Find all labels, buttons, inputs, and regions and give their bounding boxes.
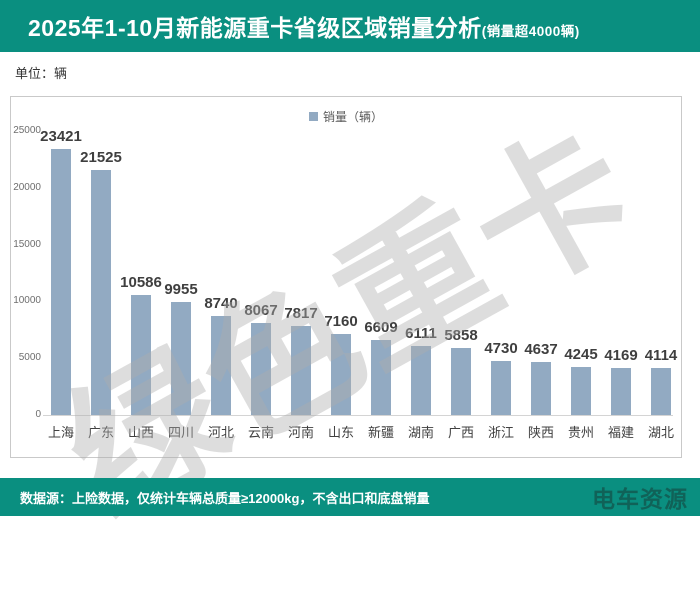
bar-value-label: 9955 — [164, 281, 198, 298]
bar-value-label: 7160 — [324, 313, 358, 330]
bar-value-label: 8067 — [244, 302, 278, 319]
x-axis-category-label: 四川 — [167, 425, 194, 440]
x-axis-line — [43, 415, 673, 416]
x-axis-category-label: 广东 — [87, 425, 114, 440]
bar-value-label: 21525 — [80, 149, 122, 166]
chart-panel: 销量（辆） 0 5000 10000 15000 20000 25000 23421 上海 2… — [10, 96, 682, 547]
page-title-text: 2025年1-10月新能源重卡省级区域销量分析 — [28, 15, 482, 41]
x-axis-category-label: 云南 — [247, 425, 274, 440]
y-axis-tick-label: 0 — [35, 409, 41, 420]
bar-value-label: 4730 — [484, 340, 518, 357]
data-source-note: 数据源：上险数据，仅统计车辆总质量≥12000kg，不含出口和底盘销量 — [20, 490, 430, 506]
x-axis-category-label: 河南 — [287, 425, 314, 440]
x-axis-category-label: 新疆 — [367, 425, 394, 440]
bar-value-label: 4169 — [604, 347, 638, 364]
bar-value-label: 7817 — [284, 305, 318, 322]
page-title: 2025年1-10月新能源重卡省级区域销量分析(销量超4000辆) — [28, 9, 580, 43]
brand-logo: 电车资源 — [592, 486, 688, 512]
x-axis-category-label: 山东 — [327, 425, 354, 440]
bar-河南 — [291, 326, 311, 415]
bar-河北 — [211, 316, 231, 415]
y-axis-tick-label: 20000 — [13, 181, 41, 193]
bar-湖北 — [651, 368, 671, 415]
bar-山东 — [331, 334, 351, 415]
bar-value-label: 4637 — [524, 341, 558, 358]
bar-福建 — [611, 368, 631, 415]
y-axis-tick-label: 25000 — [13, 125, 41, 136]
bar-value-label: 8740 — [204, 295, 238, 312]
y-axis-tick-label: 15000 — [13, 238, 41, 250]
legend-label: 销量（辆） — [322, 109, 383, 124]
sales-infographic: 2025年1-10月新能源重卡省级区域销量分析(销量超4000辆) 单位：辆 销… — [0, 0, 700, 547]
bar-value-label: 5858 — [444, 327, 478, 344]
x-axis-category-label: 广西 — [447, 425, 474, 440]
bar-广东 — [91, 170, 111, 415]
chart-legend: 销量（辆） — [11, 109, 681, 124]
bar-湖南 — [411, 346, 431, 415]
bar-value-label: 23421 — [40, 128, 82, 145]
x-axis-category-label: 浙江 — [487, 425, 514, 440]
bar-value-label: 6609 — [364, 319, 398, 336]
bar-上海 — [51, 149, 71, 415]
bar-浙江 — [491, 361, 511, 415]
page-title-suffix: (销量超4000辆) — [481, 24, 580, 39]
bar-新疆 — [371, 340, 391, 415]
bar-广西 — [451, 348, 471, 415]
x-axis-category-label: 湖北 — [647, 425, 674, 440]
unit-label: 单位：辆 — [15, 66, 68, 81]
bar-value-label: 4114 — [644, 347, 678, 364]
x-axis-category-label: 湖南 — [407, 425, 434, 440]
footer-banner: 数据源：上险数据，仅统计车辆总质量≥12000kg，不含出口和底盘销量 电车资源 — [0, 478, 700, 516]
bar-四川 — [171, 302, 191, 415]
header-banner: 2025年1-10月新能源重卡省级区域销量分析(销量超4000辆) — [0, 0, 700, 52]
bar-陕西 — [531, 362, 551, 415]
x-axis-category-label: 贵州 — [567, 425, 594, 440]
bar-贵州 — [571, 367, 591, 415]
bar-value-label: 6111 — [405, 325, 437, 342]
x-axis-category-label: 福建 — [607, 425, 634, 440]
legend-swatch-icon — [308, 111, 318, 121]
x-axis-category-label: 上海 — [47, 425, 74, 440]
x-axis-category-label: 陕西 — [527, 425, 554, 440]
x-axis-category-label: 河北 — [207, 425, 234, 440]
bar-云南 — [251, 323, 271, 415]
bar-山西 — [131, 295, 151, 415]
bar-value-label: 4245 — [564, 346, 598, 363]
x-axis-category-label: 山西 — [127, 425, 154, 440]
y-axis-tick-label: 5000 — [18, 352, 41, 364]
bar-value-label: 10586 — [120, 274, 162, 291]
y-axis-tick-label: 10000 — [13, 295, 41, 307]
